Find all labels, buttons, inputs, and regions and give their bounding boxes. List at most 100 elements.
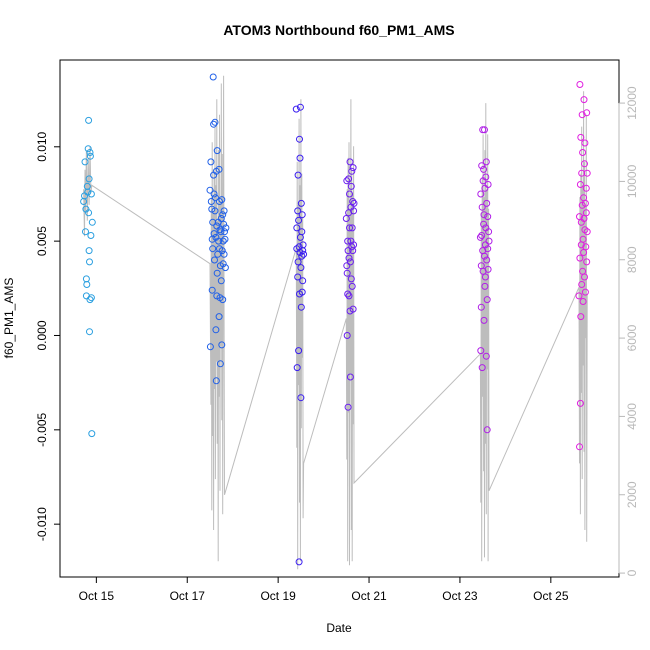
data-point bbox=[295, 347, 303, 355]
right-y-tick-label: 2000 bbox=[625, 481, 639, 508]
data-point bbox=[208, 286, 216, 294]
data-point bbox=[86, 258, 93, 266]
data-point bbox=[484, 245, 492, 253]
right-y-tick-label: 6000 bbox=[625, 324, 639, 351]
data-point bbox=[209, 73, 217, 81]
y-tick-label: 0.000 bbox=[35, 320, 49, 350]
chart-title: ATOM3 Northbound f60_PM1_AMS bbox=[223, 22, 454, 38]
data-point bbox=[484, 213, 492, 221]
data-point bbox=[221, 228, 228, 236]
series-6 bbox=[575, 81, 591, 451]
overlay-series-line bbox=[83, 75, 588, 570]
data-point bbox=[476, 233, 484, 241]
data-point bbox=[483, 426, 491, 434]
data-point bbox=[206, 186, 214, 194]
data-point bbox=[219, 237, 227, 245]
data-point bbox=[346, 158, 354, 166]
data-point bbox=[482, 352, 490, 360]
data-point bbox=[210, 190, 218, 198]
data-point bbox=[482, 173, 490, 181]
data-point bbox=[296, 154, 304, 162]
data-point bbox=[581, 288, 589, 296]
data-point bbox=[219, 211, 227, 219]
data-point bbox=[297, 303, 305, 311]
data-point bbox=[478, 232, 486, 239]
data-point bbox=[297, 199, 305, 207]
data-point bbox=[481, 241, 489, 249]
x-tick-label: Oct 17 bbox=[170, 589, 206, 603]
data-point bbox=[295, 216, 303, 224]
data-point bbox=[583, 169, 591, 177]
data-point bbox=[480, 165, 488, 173]
data-point bbox=[349, 198, 357, 205]
data-point bbox=[215, 237, 223, 245]
data-point bbox=[577, 133, 585, 141]
data-point bbox=[294, 171, 302, 179]
data-point bbox=[88, 430, 96, 438]
data-point bbox=[86, 296, 94, 304]
data-point bbox=[299, 277, 307, 285]
data-point bbox=[575, 292, 583, 300]
data-point bbox=[348, 224, 356, 232]
series-2 bbox=[206, 73, 230, 385]
data-point bbox=[213, 147, 221, 155]
data-point bbox=[484, 181, 492, 188]
data-point bbox=[485, 237, 493, 245]
data-point bbox=[344, 403, 352, 411]
data-point bbox=[217, 215, 225, 222]
data-point bbox=[350, 199, 358, 207]
data-point bbox=[345, 254, 353, 262]
data-point bbox=[478, 364, 486, 372]
data-point bbox=[346, 258, 354, 266]
data-point bbox=[481, 252, 488, 260]
data-point bbox=[221, 235, 229, 243]
data-point bbox=[582, 184, 590, 192]
data-point bbox=[297, 264, 305, 272]
data-point bbox=[213, 269, 221, 277]
x-tick-label: Oct 15 bbox=[79, 589, 115, 603]
y-tick-label: 0.005 bbox=[35, 226, 49, 256]
data-point bbox=[581, 139, 589, 147]
data-point bbox=[477, 303, 485, 311]
series-4 bbox=[342, 158, 358, 411]
data-point bbox=[221, 264, 229, 272]
data-point bbox=[346, 373, 354, 381]
data-point bbox=[218, 196, 226, 204]
points-layer bbox=[80, 73, 591, 566]
data-point bbox=[478, 203, 486, 211]
right-y-tick-label: 0 bbox=[625, 569, 639, 576]
data-point bbox=[217, 228, 225, 236]
data-point bbox=[576, 254, 584, 262]
data-point bbox=[87, 294, 95, 302]
data-point bbox=[581, 160, 588, 168]
data-point bbox=[344, 290, 352, 298]
data-point bbox=[88, 218, 96, 226]
data-point bbox=[348, 282, 356, 290]
data-point bbox=[292, 105, 300, 113]
data-point bbox=[483, 296, 491, 304]
data-point bbox=[577, 313, 585, 321]
data-point bbox=[207, 158, 215, 166]
plot-area-frame bbox=[59, 59, 620, 578]
data-point bbox=[343, 262, 351, 270]
series-5 bbox=[476, 126, 493, 434]
data-point bbox=[298, 211, 306, 219]
data-point bbox=[576, 399, 584, 407]
data-point bbox=[218, 341, 226, 349]
data-point bbox=[576, 443, 583, 451]
data-point bbox=[481, 282, 489, 290]
right-y-axis: 0 2000 4000 6000 8000 10000 12000 bbox=[618, 86, 639, 576]
data-point bbox=[206, 343, 214, 351]
data-point bbox=[85, 175, 93, 183]
data-point bbox=[83, 281, 91, 288]
y-tick-label: -0.010 bbox=[35, 507, 49, 541]
data-point bbox=[211, 194, 219, 202]
data-point bbox=[211, 256, 218, 264]
data-point bbox=[222, 224, 230, 232]
data-point bbox=[576, 81, 584, 88]
y-axis-label: f60_PM1_AMS bbox=[2, 278, 16, 359]
data-point bbox=[350, 241, 358, 249]
data-point bbox=[85, 247, 93, 255]
data-point bbox=[215, 165, 223, 173]
data-point bbox=[217, 277, 225, 285]
